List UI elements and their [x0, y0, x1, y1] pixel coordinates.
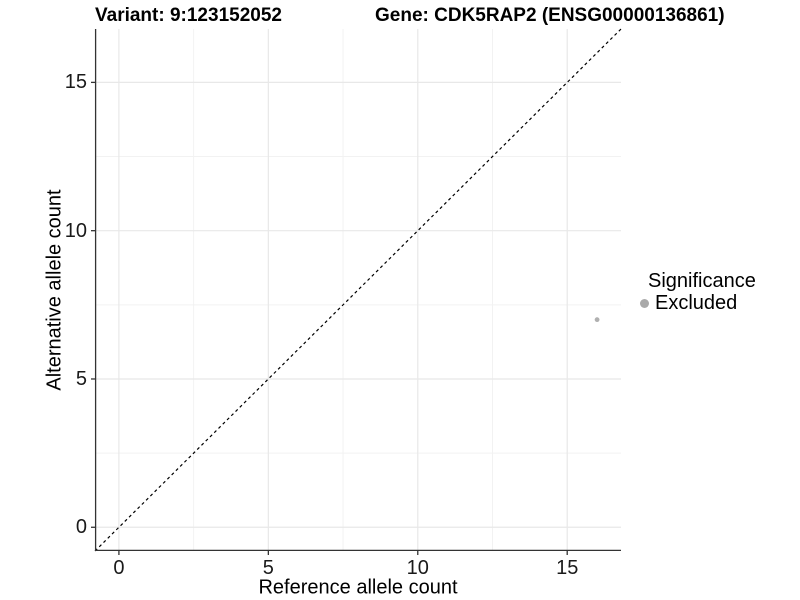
- legend-entry-label: Excluded: [655, 292, 738, 314]
- y-tick-label: 0: [75, 516, 87, 539]
- plot-panel: [91, 28, 622, 555]
- x-axis-title: Reference allele count: [258, 576, 458, 599]
- plot-title-gene: Gene: CDK5RAP2 (ENSG00000136861): [375, 5, 725, 26]
- data-point: [594, 317, 600, 323]
- x-tick-label: 10: [406, 557, 429, 579]
- legend-entry-excluded: Excluded: [640, 293, 756, 314]
- plot-title-variant: Variant: 9:123152052: [95, 5, 282, 26]
- legend: Significance Excluded: [640, 271, 756, 314]
- x-tick-label: 0: [113, 557, 125, 579]
- y-tick-label: 10: [64, 219, 87, 242]
- x-tick-label: 5: [262, 557, 274, 579]
- y-tick-label: 5: [75, 367, 87, 390]
- y-tick-label: 15: [64, 71, 87, 94]
- x-tick-label: 15: [556, 557, 579, 579]
- legend-title: Significance: [648, 270, 756, 292]
- plot-canvas: [91, 28, 622, 555]
- y-axis-title: Alternative allele count: [43, 189, 66, 391]
- legend-key-dot-icon: [640, 299, 649, 308]
- identity-reference-line: [94, 28, 622, 552]
